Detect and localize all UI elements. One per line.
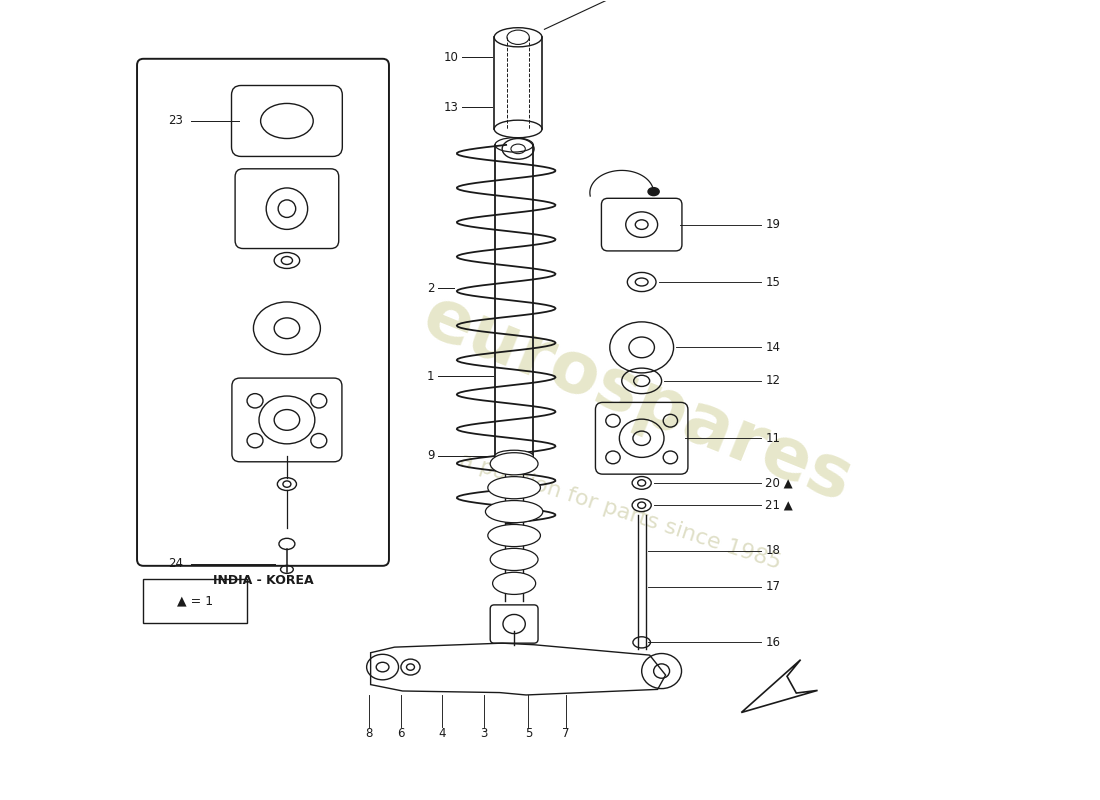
Text: 21 ▲: 21 ▲ [766, 498, 793, 512]
Text: 23: 23 [168, 114, 184, 127]
Text: 5: 5 [525, 726, 532, 740]
Text: 15: 15 [766, 275, 780, 289]
Text: 6: 6 [397, 726, 405, 740]
Text: 4: 4 [439, 726, 447, 740]
Text: 9: 9 [427, 450, 434, 462]
Text: 19: 19 [766, 218, 780, 231]
Text: a passion for parts since 1985: a passion for parts since 1985 [456, 450, 783, 573]
Ellipse shape [485, 501, 542, 522]
Ellipse shape [491, 453, 538, 475]
Ellipse shape [648, 188, 659, 195]
FancyBboxPatch shape [138, 58, 389, 566]
Text: 3: 3 [480, 726, 487, 740]
Text: 10: 10 [443, 50, 459, 64]
Text: 18: 18 [766, 544, 780, 557]
Text: 13: 13 [443, 101, 459, 114]
Text: 17: 17 [766, 580, 780, 593]
Text: 11: 11 [766, 432, 780, 445]
Ellipse shape [487, 477, 540, 498]
Text: 20 ▲: 20 ▲ [766, 477, 793, 490]
Bar [143, 579, 248, 623]
Text: ▲ = 1: ▲ = 1 [177, 594, 213, 608]
Text: 24: 24 [168, 558, 184, 570]
Text: 8: 8 [365, 726, 373, 740]
Ellipse shape [491, 548, 538, 570]
Text: INDIA - KOREA: INDIA - KOREA [212, 574, 314, 586]
Text: 16: 16 [766, 636, 780, 649]
Ellipse shape [487, 525, 540, 546]
Ellipse shape [495, 450, 534, 462]
Text: 7: 7 [562, 726, 570, 740]
Text: 12: 12 [766, 374, 780, 387]
Ellipse shape [493, 572, 536, 594]
Text: eurospares: eurospares [412, 282, 862, 518]
Text: 2: 2 [427, 282, 434, 295]
Text: 14: 14 [766, 341, 780, 354]
Text: 1: 1 [427, 370, 434, 382]
